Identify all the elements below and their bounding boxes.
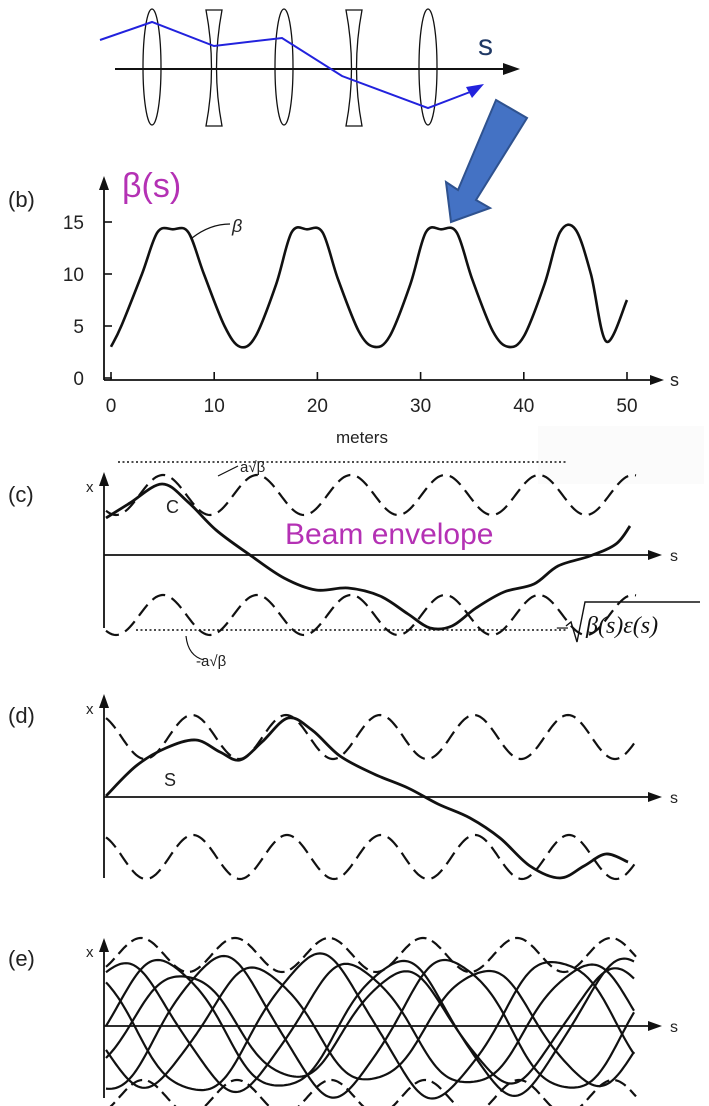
optical-axis-arrowhead: [503, 63, 520, 75]
y-axis-arrowhead: [99, 176, 109, 190]
trajectory-s-label: S: [164, 770, 176, 790]
particle-trajectory-curve: [105, 962, 635, 1094]
upper-envelope-label: a√β: [240, 459, 266, 476]
panel-d: (d) x s S: [8, 694, 678, 881]
panel-e-tag: (e): [8, 946, 35, 971]
y-axis-arrowhead: [99, 472, 109, 486]
beta-axis-ticks: 0 10 20 30 40 50 0 5 10 15: [63, 213, 638, 417]
s-axis-arrowhead: [648, 1021, 662, 1031]
concave-lens-icon: [205, 9, 223, 127]
ray-arrowhead: [466, 84, 484, 98]
thin-lens-icon: [274, 8, 294, 126]
faint-notes-thumbnail: [538, 426, 704, 484]
x-tick-label: 40: [513, 396, 534, 417]
cosine-trajectory-curve: [105, 482, 632, 631]
panel-c: (c) x s a√β -a√β C Beam envelope − β(s)ε…: [8, 459, 700, 670]
lens-lattice-schematic: s: [99, 8, 529, 224]
x-tick-label: 30: [410, 396, 431, 417]
y-tick-label: 15: [63, 213, 84, 234]
sine-trajectory-curve: [105, 716, 629, 880]
x-tick-label: 20: [307, 396, 328, 417]
beta-series-line: [109, 223, 629, 349]
s-axis-label: s: [670, 790, 678, 807]
beam-envelope-caption: Beam envelope: [285, 518, 493, 551]
x-axis-arrowhead: [650, 375, 664, 385]
trajectory-c-label: C: [166, 497, 179, 517]
lower-envelope-curve: [109, 1078, 637, 1106]
x-axis-label: x: [86, 701, 94, 718]
beta-title: β(s): [122, 167, 181, 205]
s-label: s: [478, 29, 493, 62]
y-tick-label: 5: [73, 317, 84, 338]
s-axis-arrowhead: [648, 550, 662, 560]
particle-trajectories: [105, 952, 635, 1100]
panel-e: (e) x s: [8, 936, 678, 1106]
panel-b-tag: (b): [8, 187, 35, 212]
beta-label-leader: [191, 223, 231, 239]
panel-d-tag: (d): [8, 703, 35, 728]
particle-trajectory-curve: [105, 952, 635, 1100]
y-tick-label: 10: [63, 265, 84, 286]
s-axis-label: s: [670, 370, 679, 390]
x-axis-label: meters: [336, 428, 388, 447]
formula-minus: −: [554, 616, 570, 642]
formula-radical-sign: [565, 601, 700, 643]
panel-b: (b) β(s) s 0 10 20 30 40 50 0 5 10 15 β meters: [8, 167, 679, 447]
upper-envelope-leader: [217, 465, 239, 477]
y-tick-label: 0: [73, 369, 84, 390]
y-axis-arrowhead: [99, 938, 109, 952]
upper-envelope-curve: [105, 936, 637, 974]
formula-beta-epsilon: β(s)ε(s): [585, 613, 658, 639]
x-tick-label: 0: [106, 396, 117, 417]
x-tick-label: 10: [204, 396, 225, 417]
arrow-down-left-icon: [444, 98, 529, 224]
lower-envelope-curve: [105, 833, 637, 881]
lower-envelope-curve: [105, 593, 637, 637]
particle-trajectory-curve: [105, 966, 635, 1089]
x-tick-label: 50: [616, 396, 637, 417]
concave-lens-icon: [345, 9, 363, 127]
thin-lens-icon: [418, 8, 438, 126]
x-axis-label: x: [86, 944, 94, 961]
x-axis-label: x: [86, 479, 94, 496]
thin-lens-icon: [142, 8, 162, 126]
particle-trajectory-curve: [105, 967, 635, 1085]
beta-curve-label: β: [231, 216, 242, 236]
particle-trajectory-curve: [105, 957, 635, 1098]
y-axis-arrowhead: [99, 694, 109, 708]
upper-envelope-curve: [105, 473, 637, 517]
s-axis-label: s: [670, 1019, 678, 1036]
upper-envelope-curve: [105, 713, 637, 761]
s-axis-arrowhead: [648, 792, 662, 802]
lower-envelope-leader: [185, 635, 205, 661]
ray-path: [99, 20, 471, 110]
s-axis-label: s: [670, 548, 678, 565]
panel-c-tag: (c): [8, 482, 34, 507]
lower-envelope-label: -a√β: [196, 653, 227, 670]
